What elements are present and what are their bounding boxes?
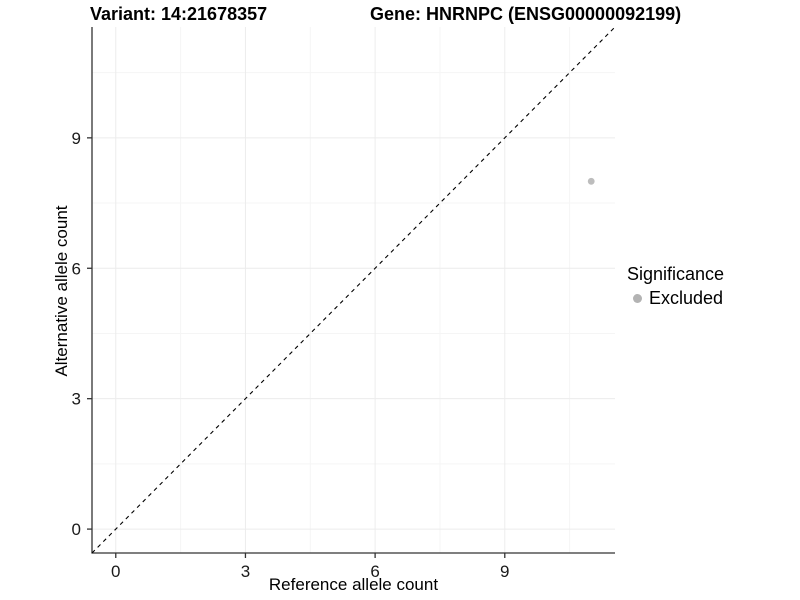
x-axis-title: Reference allele count	[268, 575, 439, 594]
legend: Significance Excluded	[627, 263, 724, 308]
x-tick-label: 9	[500, 562, 509, 581]
y-axis-title: Alternative allele count	[52, 205, 71, 377]
legend-title: Significance	[627, 264, 725, 284]
y-tick-label: 3	[72, 390, 81, 409]
data-point	[587, 177, 595, 185]
x-tick-label: 3	[241, 562, 250, 581]
legend-item-label: Excluded	[649, 288, 724, 308]
gene-title: Gene: HNRNPC (ENSG00000092199)	[370, 4, 682, 24]
y-tick-label: 0	[72, 520, 81, 539]
y-tick-label: 9	[72, 129, 81, 148]
variant-title: Variant: 14:21678357	[90, 4, 268, 24]
x-tick-label: 0	[111, 562, 120, 581]
x-tick-label: 6	[370, 562, 379, 581]
identity-dashed-line	[91, 26, 616, 554]
legend-item-excluded: Excluded	[627, 288, 724, 308]
y-tick-label: 6	[72, 259, 81, 278]
excluded-point-icon	[633, 293, 642, 303]
